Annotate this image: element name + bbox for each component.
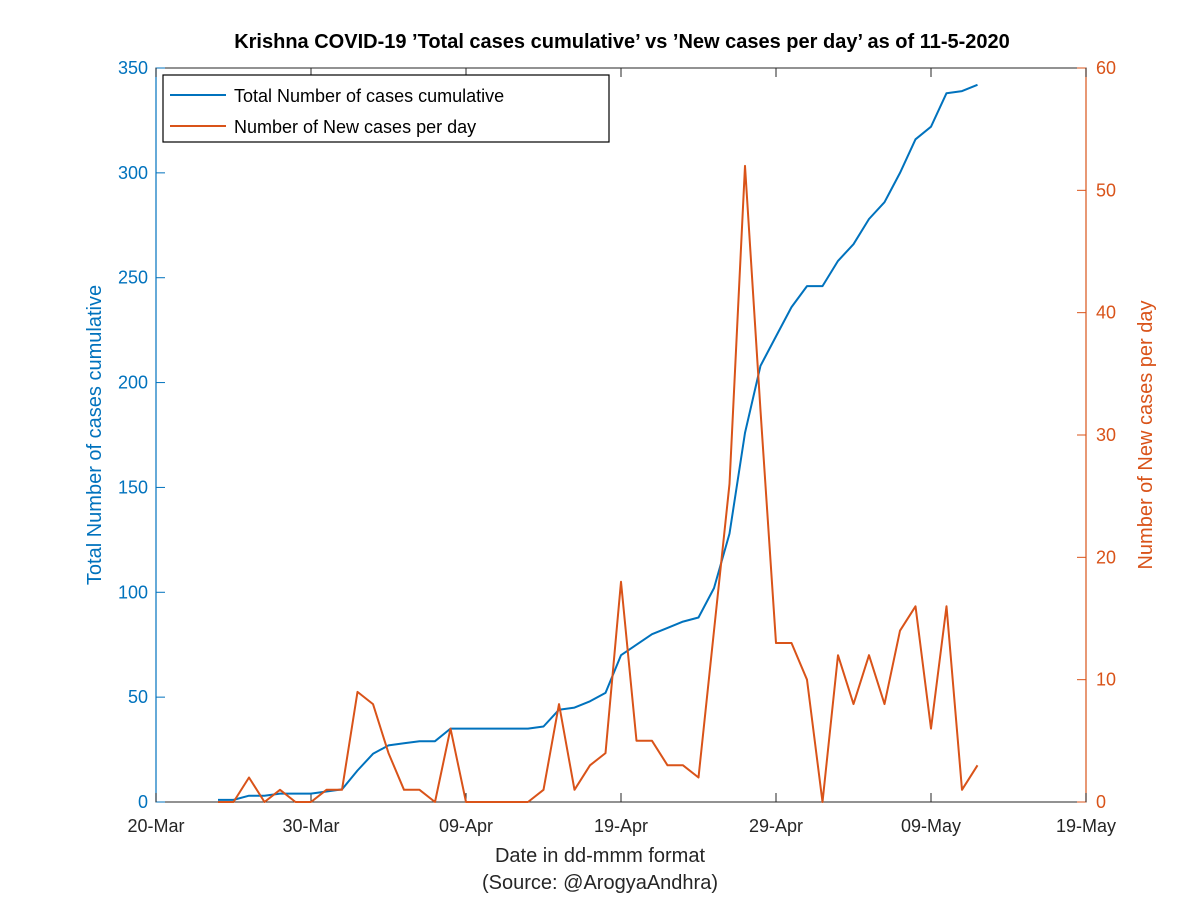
series-layer bbox=[218, 83, 979, 803]
x-axis: 20-Mar 30-Mar 09-Apr 19-Apr 29-Apr 09-May 19-M… bbox=[127, 68, 1116, 836]
x-tick-label: 29-Apr bbox=[749, 816, 803, 836]
source-note: (Source: @ArogyaAndhra) bbox=[482, 872, 718, 894]
x-tick-label: 09-May bbox=[901, 816, 961, 836]
series-line-new-cases bbox=[218, 164, 979, 803]
left-y-tick-label: 300 bbox=[118, 163, 148, 183]
x-tick-label: 09-Apr bbox=[439, 816, 493, 836]
legend-label-total-cases: Total Number of cases cumulative bbox=[234, 86, 504, 106]
x-tick-label: 20-Mar bbox=[127, 816, 184, 836]
left-y-tick-label: 200 bbox=[118, 373, 148, 393]
series-line-total-cases bbox=[218, 83, 978, 801]
left-y-axis-label: Total Number of cases cumulative bbox=[84, 285, 106, 585]
left-y-tick-label: 150 bbox=[118, 477, 148, 497]
legend-label-new-cases: Number of New cases per day bbox=[234, 117, 476, 137]
right-y-tick-label: 50 bbox=[1096, 180, 1116, 200]
plot-area bbox=[155, 67, 1087, 803]
left-y-axis: 0 50 100 150 200 250 300 350 bbox=[118, 58, 165, 812]
chart-title: Krishna COVID-19 ’Total cases cumulative… bbox=[234, 31, 1010, 53]
legend: Total Number of cases cumulative Number … bbox=[162, 74, 610, 143]
left-y-tick-label: 0 bbox=[138, 792, 148, 812]
right-y-tick-label: 30 bbox=[1096, 425, 1116, 445]
right-y-tick-label: 0 bbox=[1096, 792, 1106, 812]
right-y-axis: 0 10 20 30 40 50 60 bbox=[1077, 58, 1116, 812]
x-tick-label: 19-Apr bbox=[594, 816, 648, 836]
left-y-tick-label: 100 bbox=[118, 582, 148, 602]
right-y-tick-label: 60 bbox=[1096, 58, 1116, 78]
left-y-tick-label: 50 bbox=[128, 687, 148, 707]
left-y-tick-label: 250 bbox=[118, 268, 148, 288]
right-y-axis-label: Number of New cases per day bbox=[1135, 300, 1157, 569]
legend-box bbox=[162, 74, 610, 143]
right-y-tick-label: 20 bbox=[1096, 547, 1116, 567]
x-tick-label: 30-Mar bbox=[282, 816, 339, 836]
x-axis-label: Date in dd-mmm format bbox=[495, 845, 705, 867]
right-y-tick-label: 40 bbox=[1096, 303, 1116, 323]
right-y-tick-label: 10 bbox=[1096, 670, 1116, 690]
x-tick-label: 19-May bbox=[1056, 816, 1116, 836]
left-y-tick-label: 350 bbox=[118, 58, 148, 78]
